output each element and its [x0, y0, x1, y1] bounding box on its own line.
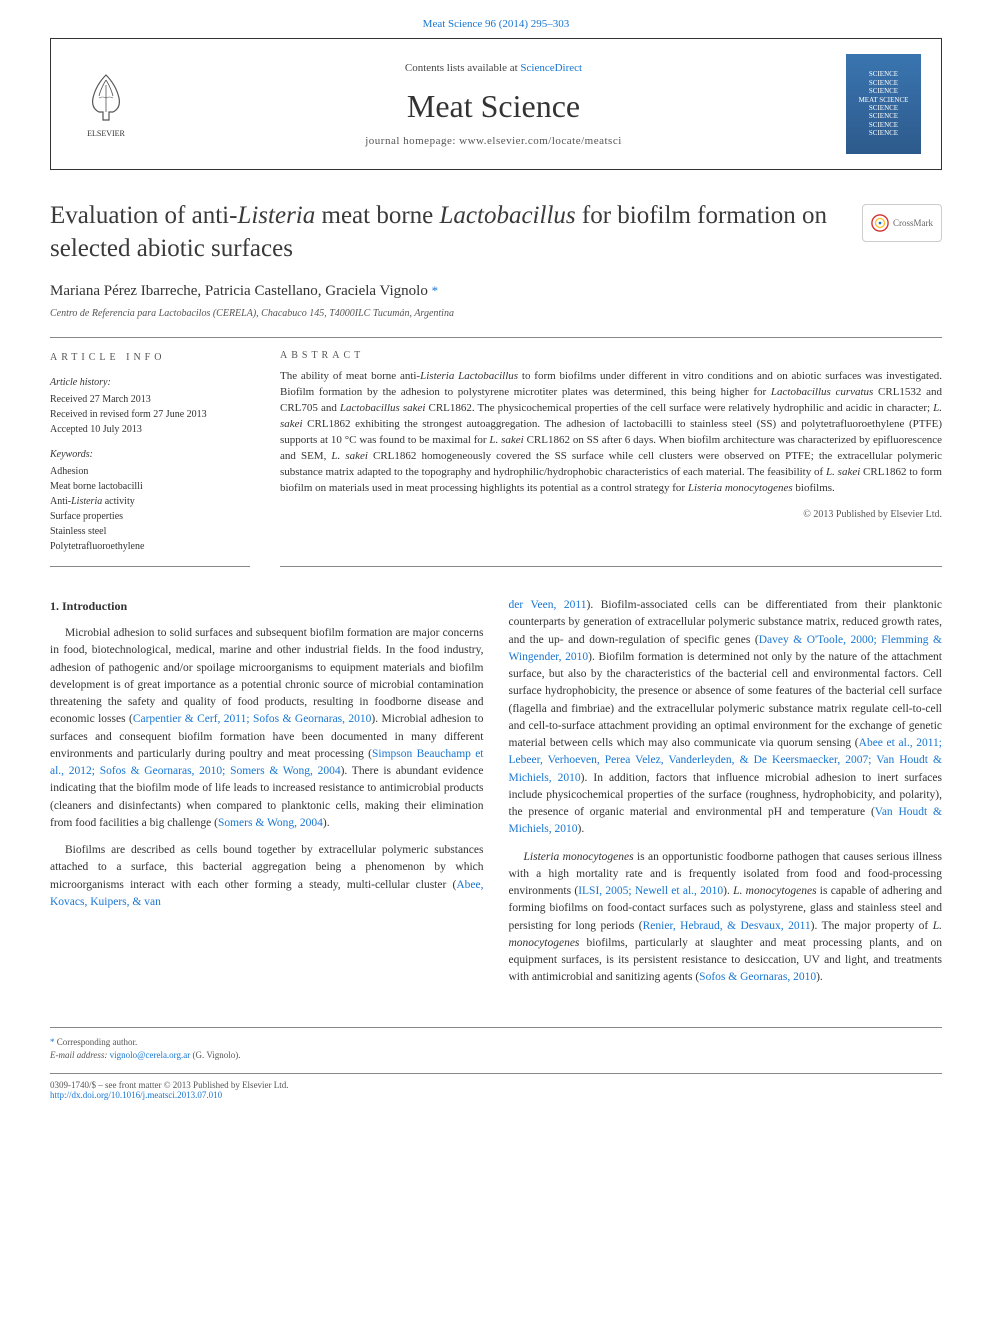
keyword-lines: AdhesionMeat borne lactobacilliAnti-List…	[50, 464, 250, 554]
email-link[interactable]: vignolo@cerela.org.ar	[110, 1050, 191, 1060]
crossmark-badge[interactable]: CrossMark	[862, 204, 942, 242]
article-title: Evaluation of anti-Listeria meat borne L…	[50, 200, 842, 265]
contents-label: Contents lists available at	[405, 62, 520, 74]
info-abstract-row: article info Article history: Received 2…	[50, 337, 942, 567]
publisher-name: ELSEVIER	[87, 129, 125, 138]
title-row: Evaluation of anti-Listeria meat borne L…	[50, 200, 942, 265]
contents-lists-line: Contents lists available at ScienceDirec…	[141, 62, 846, 74]
crossmark-label: CrossMark	[893, 218, 933, 228]
keyword-line: Polytetrafluoroethylene	[50, 539, 250, 554]
elsevier-logo: ELSEVIER	[71, 64, 141, 144]
journal-homepage: journal homepage: www.elsevier.com/locat…	[141, 135, 846, 147]
corresponding-author-footer: * Corresponding author. E-mail address: …	[50, 1027, 942, 1063]
top-citation-link[interactable]: Meat Science 96 (2014) 295–303	[0, 0, 992, 38]
abstract-text: The ability of meat borne anti-Listeria …	[280, 369, 942, 497]
abstract-heading: abstract	[280, 350, 942, 361]
email-line: E-mail address: vignolo@cerela.org.ar (G…	[50, 1049, 942, 1063]
journal-name: Meat Science	[141, 88, 846, 125]
abstract-block: abstract The ability of meat borne anti-…	[280, 350, 942, 567]
paragraph-2: Biofilms are described as cells bound to…	[50, 842, 484, 911]
left-column: 1. Introduction Microbial adhesion to so…	[50, 597, 484, 997]
history-line: Accepted 10 July 2013	[50, 422, 250, 437]
footer-star-icon: *	[50, 1037, 57, 1047]
sciencedirect-link[interactable]: ScienceDirect	[520, 62, 582, 74]
section-1-heading: 1. Introduction	[50, 597, 484, 615]
elsevier-tree-icon	[81, 70, 131, 125]
email-label: E-mail address:	[50, 1050, 107, 1060]
affiliation: Centro de Referencia para Lactobacilos (…	[50, 308, 942, 319]
paragraph-1: Microbial adhesion to solid surfaces and…	[50, 625, 484, 832]
paragraph-4: Listeria monocytogenes is an opportunist…	[509, 849, 943, 987]
abstract-copyright: © 2013 Published by Elsevier Ltd.	[280, 509, 942, 520]
doi-link[interactable]: http://dx.doi.org/10.1016/j.meatsci.2013…	[50, 1090, 222, 1100]
homepage-url[interactable]: www.elsevier.com/locate/meatsci	[459, 135, 622, 147]
corresponding-star-icon: *	[432, 283, 439, 298]
keyword-line: Surface properties	[50, 509, 250, 524]
bottom-line: 0309-1740/$ – see front matter © 2013 Pu…	[50, 1073, 942, 1100]
corr-label: Corresponding author.	[57, 1037, 138, 1047]
article-history-label: Article history:	[50, 375, 250, 390]
keywords-label: Keywords:	[50, 447, 250, 462]
email-name: (G. Vignolo).	[193, 1050, 241, 1060]
crossmark-icon	[871, 214, 889, 232]
homepage-label: journal homepage:	[365, 135, 459, 147]
keyword-line: Anti-Listeria activity	[50, 494, 250, 509]
article-info-heading: article info	[50, 350, 250, 365]
article-info-block: article info Article history: Received 2…	[50, 350, 250, 567]
author-names: Mariana Pérez Ibarreche, Patricia Castel…	[50, 283, 428, 299]
header-center: Contents lists available at ScienceDirec…	[141, 62, 846, 147]
history-line: Received in revised form 27 June 2013	[50, 407, 250, 422]
journal-header: ELSEVIER Contents lists available at Sci…	[50, 38, 942, 170]
article-history-lines: Received 27 March 2013Received in revise…	[50, 392, 250, 437]
keyword-line: Adhesion	[50, 464, 250, 479]
journal-cover-thumbnail: SCIENCESCIENCESCIENCEMEAT SCIENCESCIENCE…	[846, 54, 921, 154]
keyword-line: Meat borne lactobacilli	[50, 479, 250, 494]
keyword-line: Stainless steel	[50, 524, 250, 539]
paragraph-3: der Veen, 2011). Biofilm-associated cell…	[509, 597, 943, 839]
corr-author-line: * Corresponding author.	[50, 1036, 942, 1050]
history-line: Received 27 March 2013	[50, 392, 250, 407]
issn-copyright-line: 0309-1740/$ – see front matter © 2013 Pu…	[50, 1080, 942, 1090]
body-columns: 1. Introduction Microbial adhesion to so…	[50, 597, 942, 997]
cover-text: SCIENCESCIENCESCIENCEMEAT SCIENCESCIENCE…	[855, 70, 913, 137]
right-column: der Veen, 2011). Biofilm-associated cell…	[509, 597, 943, 997]
authors: Mariana Pérez Ibarreche, Patricia Castel…	[50, 283, 942, 300]
